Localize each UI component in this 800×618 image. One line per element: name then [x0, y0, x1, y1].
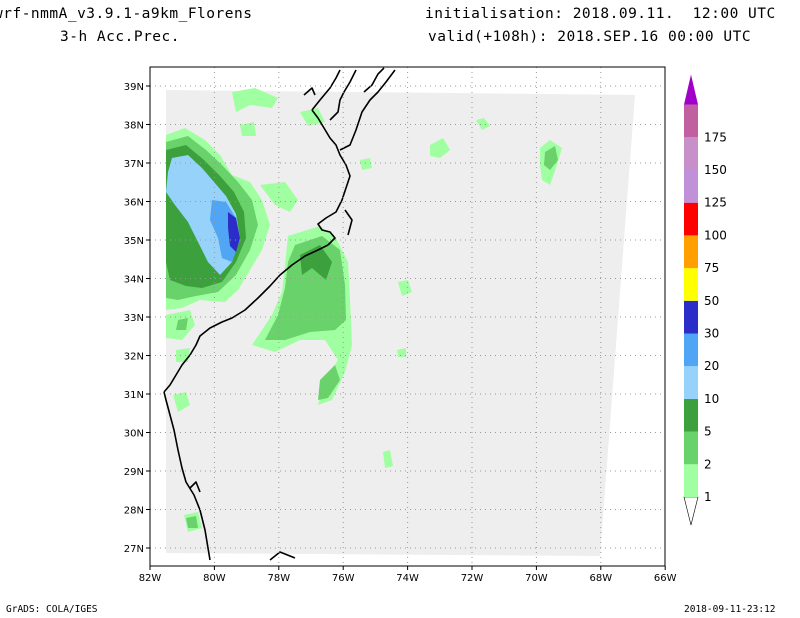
lat-label: 28N	[124, 506, 144, 517]
lon-label: 82W	[139, 573, 162, 584]
colorbar-label: 100	[704, 228, 727, 242]
colorbar-high-arrow	[684, 74, 698, 105]
colorbar-swatch	[684, 170, 698, 203]
colorbar-label: 50	[704, 294, 719, 308]
init-label: initialisation:	[425, 6, 564, 22]
valid-value: 2018.SEP.16 00:00 UTC	[557, 29, 752, 45]
colorbar-label: 1	[704, 490, 712, 504]
lat-label: 36N	[124, 198, 144, 209]
longitude-labels: 82W 80W 78W 76W 74W 72W 70W 68W 66W	[139, 566, 677, 584]
colorbar-swatch	[684, 268, 698, 301]
grads-credit: GrADS: COLA/IGES	[6, 604, 98, 615]
colorbar-label: 5	[704, 425, 712, 439]
colorbar-swatch	[684, 202, 698, 236]
latitude-labels: 27N 28N 29N 30N 31N 32N 33N 34N 35N 36N 37N 38N 39N	[124, 82, 150, 555]
colorbar-label: 30	[704, 327, 719, 341]
colorbar-label: 75	[704, 261, 719, 275]
colorbar-swatch	[684, 431, 698, 465]
lon-label: 70W	[525, 573, 548, 584]
valid-time: valid(+108h): 2018.SEP.16 00:00 UTC	[428, 29, 751, 45]
lat-label: 38N	[124, 121, 144, 132]
colorbar-label: 20	[704, 359, 719, 373]
valid-label: valid(+108h):	[428, 29, 548, 45]
lon-label: 66W	[654, 573, 677, 584]
colorbar-swatch	[684, 398, 698, 432]
colorbar-swatch	[684, 464, 698, 497]
init-value: 2018.09.11. 12:00 UTC	[572, 6, 776, 22]
lon-label: 74W	[396, 573, 419, 584]
colorbar-low-arrow	[683, 496, 699, 526]
lat-label: 27N	[124, 544, 144, 555]
colorbar-swatch	[684, 333, 698, 367]
lat-label: 34N	[124, 275, 144, 286]
lat-label: 33N	[124, 313, 144, 324]
lat-label: 30N	[124, 429, 144, 440]
colorbar-label: 175	[704, 130, 727, 144]
lon-label: 76W	[332, 573, 355, 584]
colorbar-label: 10	[704, 392, 719, 406]
lat-label: 31N	[124, 390, 144, 401]
lat-label: 39N	[124, 82, 144, 93]
colorbar-label: 125	[704, 196, 727, 210]
init-time: initialisation: 2018.09.11. 12:00 UTC	[425, 6, 776, 22]
colorbar-label: 2	[704, 457, 712, 471]
lon-label: 68W	[589, 573, 612, 584]
colorbar-swatch	[684, 104, 698, 138]
lon-label: 80W	[203, 573, 226, 584]
lon-label: 72W	[461, 573, 484, 584]
lat-label: 35N	[124, 236, 144, 247]
coastline	[163, 67, 396, 561]
precip-contour-30mm	[228, 212, 240, 252]
graticule	[150, 67, 665, 566]
colorbar-label: 150	[704, 163, 727, 177]
colorbar-swatch	[684, 137, 698, 170]
model-domain	[166, 90, 635, 556]
model-title: wrf-nmmA_v3.9.1-a9km_Florens	[0, 6, 253, 22]
colorbar-swatch	[684, 300, 698, 334]
lat-label: 32N	[124, 352, 144, 363]
lat-label: 29N	[124, 467, 144, 478]
colorbar-swatch	[684, 235, 698, 269]
lat-label: 37N	[124, 159, 144, 170]
field-title: 3-h Acc.Prec.	[60, 29, 180, 45]
render-timestamp: 2018-09-11-23:12	[684, 604, 776, 615]
colorbar-swatch	[684, 366, 698, 399]
lon-label: 78W	[267, 573, 290, 584]
